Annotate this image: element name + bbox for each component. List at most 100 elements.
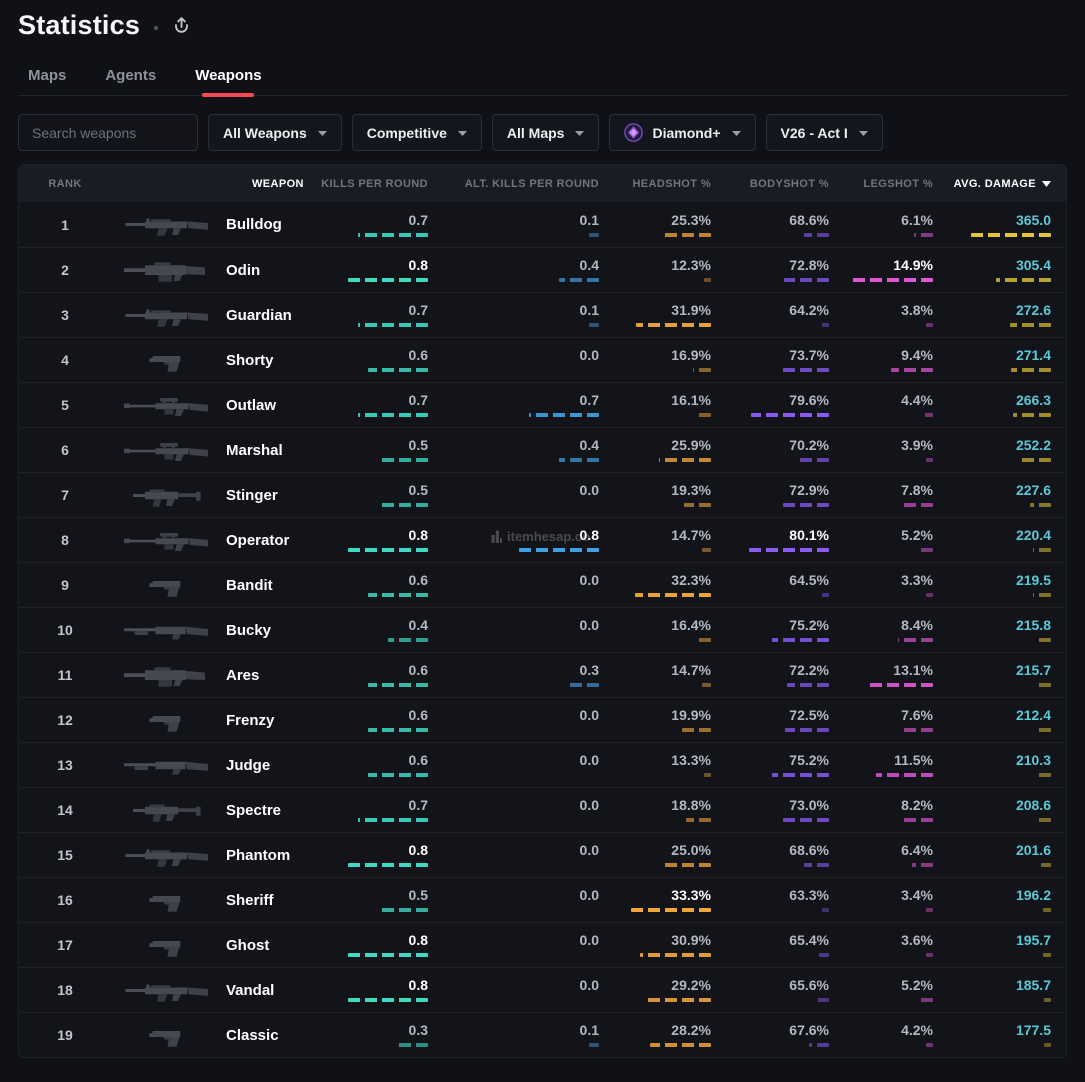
weapon-image [133, 804, 201, 822]
stat-cell-avg_damage: 195.7 [933, 923, 1066, 967]
rank-value: 16 [57, 892, 73, 908]
table-row[interactable]: 2 Odin 0.8 0.4 12.3% 72.8% 14.9% 305.4 [19, 247, 1066, 292]
stat-value: 0.1 [579, 211, 599, 228]
headshot-bar [704, 278, 711, 282]
share-button[interactable] [170, 14, 193, 37]
mode-filter-dropdown[interactable]: Competitive [351, 114, 482, 151]
column-header-kills-per-round[interactable]: KILLS PER ROUND [321, 177, 428, 190]
stat-value: 65.4% [789, 932, 829, 948]
stat-value: 14.9% [893, 257, 933, 273]
column-header-bodyshot[interactable]: BODYSHOT % [749, 177, 829, 190]
stat-value: 65.6% [789, 977, 829, 993]
column-header-legshot[interactable]: LEGSHOT % [863, 177, 933, 190]
stat-cell-kills: 0.5 [349, 473, 428, 517]
column-header-weapon[interactable]: WEAPON [252, 177, 304, 190]
table-row[interactable]: 11 Ares 0.6 0.3 14.7% 72.2% 13.1% 215.7 [19, 652, 1066, 697]
rank-value: 13 [57, 757, 73, 773]
stat-value: 0.8 [579, 527, 599, 543]
stat-value: 63.3% [789, 887, 829, 903]
stat-cell-alt_kills: 0.0 [428, 563, 599, 607]
table-header-row: RANK WEAPON KILLS PER ROUND ALT. KILLS P… [19, 165, 1066, 202]
stat-cell-alt_kills: 0.0 [428, 698, 599, 742]
stat-cell-bodyshot: 65.4% [711, 923, 829, 967]
stat-value: 73.7% [789, 347, 829, 363]
headshot-bar [663, 863, 711, 867]
table-row[interactable]: 17 Ghost 0.8 0.0 30.9% 65.4% 3.6% 195.7 [19, 922, 1066, 967]
stat-value: 68.6% [789, 211, 829, 228]
kills-bar [368, 683, 428, 687]
stat-value: 7.8% [901, 482, 933, 498]
table-row[interactable]: 6 Marshal 0.5 0.4 25.9% 70.2% 3.9% 252.2 [19, 427, 1066, 472]
search-weapons-input[interactable] [18, 114, 198, 151]
table-row[interactable]: 7 Stinger 0.5 0.0 19.3% 72.9% 7.8% 227.6 [19, 472, 1066, 517]
episode-filter-dropdown[interactable]: V26 - Act I [765, 114, 883, 151]
tab-weapons[interactable]: Weapons [195, 67, 262, 84]
stat-cell-headshot: 31.9% [599, 293, 711, 337]
kills-bar [348, 953, 428, 957]
tab-maps[interactable]: Maps [28, 67, 67, 84]
table-row[interactable]: 12 Frenzy 0.6 0.0 19.9% 72.5% 7.6% 212.4 [19, 697, 1066, 742]
stat-value: 0.8 [408, 842, 428, 858]
stat-value: 5.2% [901, 527, 933, 543]
stat-cell-bodyshot: 72.9% [711, 473, 829, 517]
legshot-bar [926, 908, 933, 912]
legshot-bar [925, 413, 933, 417]
weapon-filter-dropdown[interactable]: All Weapons [208, 114, 342, 151]
table-row[interactable]: 1 Bulldog 0.7 0.1 25.3% 68.6% 6.1% 365.0 [19, 202, 1066, 247]
alt_kills-bar [529, 413, 599, 417]
weapon-image [125, 218, 208, 236]
stat-value: 3.6% [901, 932, 933, 948]
avg_damage-bar [1037, 773, 1051, 777]
stat-cell-alt_kills: 0.0 [428, 878, 599, 922]
stat-cell-kills: 0.7 [349, 202, 428, 247]
table-row[interactable]: 16 Sheriff 0.5 0.0 33.3% 63.3% 3.4% 196.2 [19, 877, 1066, 922]
stat-value: 0.0 [579, 347, 599, 363]
stat-value: 3.9% [901, 437, 933, 453]
map-filter-dropdown[interactable]: All Maps [491, 114, 600, 151]
avg_damage-bar [1011, 368, 1051, 372]
stat-cell-avg_damage: 219.5 [933, 563, 1066, 607]
stat-value: 73.0% [789, 797, 829, 813]
table-row[interactable]: 5 Outlaw 0.7 0.7 16.1% 79.6% 4.4% 266.3 [19, 382, 1066, 427]
stat-cell-legshot: 3.3% [829, 563, 933, 607]
headshot-bar [647, 998, 711, 1002]
stat-value: 72.8% [789, 257, 829, 273]
column-header-avg-damage[interactable]: AVG. DAMAGE [954, 178, 1066, 190]
avg_damage-bar [1019, 458, 1051, 462]
table-row[interactable]: 4 Shorty 0.6 0.0 16.9% 73.7% 9.4% 271.4 [19, 337, 1066, 382]
table-row[interactable]: 10 Bucky 0.4 0.0 16.4% 75.2% 8.4% 215.8 [19, 607, 1066, 652]
table-row[interactable]: 13 Judge 0.6 0.0 13.3% 75.2% 11.5% 210.3 [19, 742, 1066, 787]
column-header-rank[interactable]: RANK [48, 177, 82, 190]
stat-cell-avg_damage: 196.2 [933, 878, 1066, 922]
headshot-bar [631, 908, 711, 912]
stat-value: 177.5 [1015, 1022, 1051, 1038]
stat-cell-legshot: 11.5% [829, 743, 933, 787]
stat-value: 0.4 [408, 617, 428, 633]
stat-value: 266.3 [1015, 392, 1051, 408]
weapon-image [133, 489, 201, 507]
column-header-headshot[interactable]: HEADSHOT % [632, 177, 711, 190]
stat-value: 208.6 [1015, 797, 1051, 813]
table-row[interactable]: 3 Guardian 0.7 0.1 31.9% 64.2% 3.8% 272.6 [19, 292, 1066, 337]
stat-cell-kills: 0.8 [348, 518, 428, 562]
column-header-alt-kills-per-round[interactable]: ALT. KILLS PER ROUND [464, 177, 599, 190]
table-row[interactable]: 15 Phantom 0.8 0.0 25.0% 68.6% 6.4% 201.6 [19, 832, 1066, 877]
stat-cell-kills: 0.6 [349, 338, 428, 382]
headshot-bar [650, 1043, 711, 1047]
stat-cell-alt_kills: 0.0 [428, 743, 599, 787]
kills-bar [368, 593, 428, 597]
stat-cell-bodyshot: 72.2% [711, 653, 829, 697]
stat-cell-bodyshot: 68.6% [711, 833, 829, 877]
table-row[interactable]: 9 Bandit 0.6 0.0 32.3% 64.5% 3.3% 219.5 [19, 562, 1066, 607]
table-row[interactable]: 18 Vandal 0.8 0.0 29.2% 65.6% 5.2% 185.7 [19, 967, 1066, 1012]
rank-filter-dropdown[interactable]: Diamond+ [609, 114, 756, 151]
table-row[interactable]: 8 Operator 0.8 0.8 14.7% 80.1% 5.2% 220.4 [19, 517, 1066, 562]
stat-cell-legshot: 6.1% [829, 202, 933, 247]
stat-value: 0.0 [579, 752, 599, 768]
tab-agents[interactable]: Agents [105, 67, 157, 84]
table-row[interactable]: 14 Spectre 0.7 0.0 18.8% 73.0% 8.2% 208.6 [19, 787, 1066, 832]
table-row[interactable]: 19 Classic 0.3 0.1 28.2% 67.6% 4.2% 177.5 [19, 1012, 1066, 1057]
rank-value: 4 [61, 352, 69, 368]
stat-cell-kills: 0.6 [349, 698, 428, 742]
stat-cell-avg_damage: 215.8 [933, 608, 1066, 652]
